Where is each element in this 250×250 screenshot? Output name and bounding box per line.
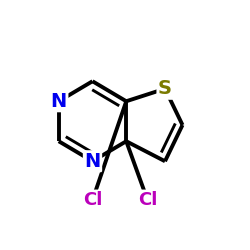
Text: Cl: Cl (138, 191, 157, 209)
Text: N: N (50, 92, 67, 111)
Text: N: N (84, 152, 100, 171)
Text: Cl: Cl (83, 191, 102, 209)
Text: S: S (158, 79, 172, 98)
